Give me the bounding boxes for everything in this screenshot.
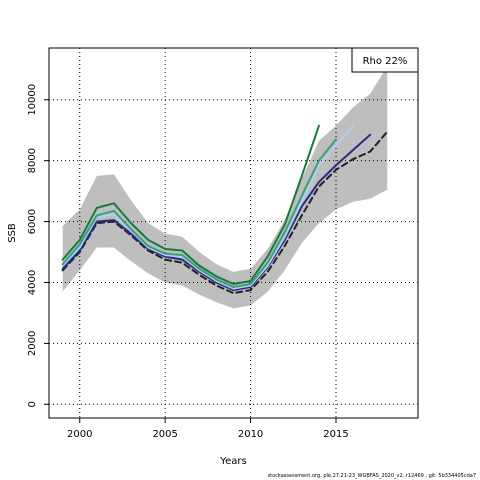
x-tick-label: 2010 [238, 429, 263, 440]
y-tick-label: 2000 [27, 331, 38, 356]
y-tick-label: 6000 [27, 209, 38, 234]
confidence-band-layer [62, 66, 388, 309]
footer-note: stockassessment.org, ple.27.21-23_WGBFAS… [267, 473, 476, 479]
y-tick-label: 10000 [27, 84, 38, 116]
series-line [61, 124, 355, 290]
series-line [61, 130, 389, 295]
series-line [61, 124, 320, 286]
y-tick-label: 8000 [27, 148, 38, 173]
x-tick-label: 2000 [67, 429, 92, 440]
x-axis-title: Years [219, 456, 246, 467]
tick-layer: 2000 2005 2010 2015 0 2000 4000 6000 8000 10000 [27, 84, 349, 440]
x-tick-label: 2005 [152, 429, 177, 440]
series-layer [61, 124, 389, 295]
x-tick-label: 2015 [323, 429, 348, 440]
legend-label: Rho 22% [363, 56, 408, 67]
legend: Rho 22% [351, 47, 419, 73]
series-line [61, 138, 337, 289]
confidence-band [62, 66, 388, 309]
grid-layer [49, 48, 418, 418]
y-tick-label: 4000 [27, 270, 38, 295]
y-axis-title: SSB [7, 223, 18, 243]
plot-frame [48, 47, 419, 419]
series-line [61, 133, 372, 292]
y-tick-label: 0 [27, 401, 38, 407]
legend-box [351, 47, 419, 73]
